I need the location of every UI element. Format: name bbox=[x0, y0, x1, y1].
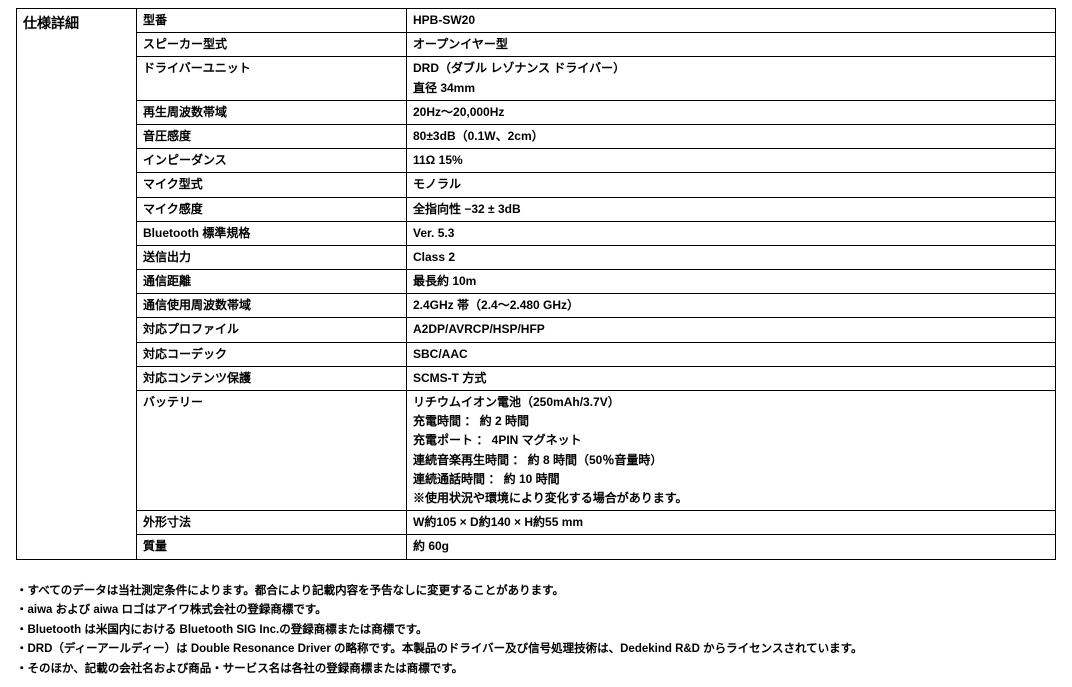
spec-value: SBC/AAC bbox=[407, 342, 1056, 366]
spec-row: 音圧感度 80±3dB（0.1W、2cm） bbox=[17, 124, 1056, 148]
spec-row: 対応コーデック SBC/AAC bbox=[17, 342, 1056, 366]
spec-value-line: モノラル bbox=[413, 175, 1049, 194]
spec-value-line: SBC/AAC bbox=[413, 345, 1049, 364]
spec-value-line: 全指向性 −32 ± 3dB bbox=[413, 200, 1049, 219]
spec-row: スピーカー型式オープンイヤー型 bbox=[17, 33, 1056, 57]
spec-label: スピーカー型式 bbox=[137, 33, 407, 57]
spec-label: 質量 bbox=[137, 535, 407, 559]
spec-value-line: 連続音楽再生時間 ： 約 8 時間（50％音量時） bbox=[413, 451, 1049, 470]
spec-row: 仕様詳細型番HPB-SW20 bbox=[17, 9, 1056, 33]
spec-row: 通信距離最長約 10m bbox=[17, 270, 1056, 294]
spec-label: 対応コーデック bbox=[137, 342, 407, 366]
spec-value-line: Ver. 5.3 bbox=[413, 224, 1049, 243]
spec-label: 型番 bbox=[137, 9, 407, 33]
spec-value: 20Hz～20,000Hz bbox=[407, 100, 1056, 124]
spec-value-line: ※使用状況や環境により変化する場合があります。 bbox=[413, 489, 1049, 508]
spec-label: マイク型式 bbox=[137, 173, 407, 197]
spec-row: 再生周波数帯域 20Hz～20,000Hz bbox=[17, 100, 1056, 124]
spec-label: バッテリー bbox=[137, 391, 407, 511]
spec-row: Bluetooth 標準規格 Ver. 5.3 bbox=[17, 221, 1056, 245]
footnote-line: ・aiwa および aiwa ロゴはアイワ株式会社の登録商標です。 bbox=[16, 601, 1056, 621]
spec-value: SCMS-T 方式 bbox=[407, 366, 1056, 390]
spec-label: 外形寸法 bbox=[137, 511, 407, 535]
spec-row: マイク感度全指向性 −32 ± 3dB bbox=[17, 197, 1056, 221]
footnote-line: ・Bluetooth は米国内における Bluetooth SIG Inc.の登… bbox=[16, 621, 1056, 641]
spec-value-line: 2.4GHz 帯（2.4～2.480 GHz） bbox=[413, 296, 1049, 315]
spec-value-line: オープンイヤー型 bbox=[413, 35, 1049, 54]
spec-value-line: 80±3dB（0.1W、2cm） bbox=[413, 127, 1049, 146]
spec-value-line: 最長約 10m bbox=[413, 272, 1049, 291]
spec-row: 対応プロファイル A2DP/AVRCP/HSP/HFP bbox=[17, 318, 1056, 342]
spec-value-line: W約105 × D約140 × H約55 mm bbox=[413, 513, 1049, 532]
spec-value: 約 60g bbox=[407, 535, 1056, 559]
spec-value-line: A2DP/AVRCP/HSP/HFP bbox=[413, 320, 1049, 339]
spec-row: バッテリーリチウムイオン電池（250mAh/3.7V）充電時間 ： 約 2 時間… bbox=[17, 391, 1056, 511]
spec-value-line: 20Hz～20,000Hz bbox=[413, 103, 1049, 122]
footnote-line: ・すべてのデータは当社測定条件によります。都合により記載内容を予告なしに変更する… bbox=[16, 582, 1056, 602]
spec-value-line: 連続通話時間 ： 約 10 時間 bbox=[413, 470, 1049, 489]
spec-value-line: 充電ポート ： 4PIN マグネット bbox=[413, 431, 1049, 450]
spec-value: 80±3dB（0.1W、2cm） bbox=[407, 124, 1056, 148]
spec-value: Class 2 bbox=[407, 245, 1056, 269]
footnote-line: ・そのほか、記載の会社名および商品・サービス名は各社の登録商標または商標です。 bbox=[16, 660, 1056, 680]
spec-value-line: 11Ω 15% bbox=[413, 151, 1049, 170]
spec-value: W約105 × D約140 × H約55 mm bbox=[407, 511, 1056, 535]
spec-value: HPB-SW20 bbox=[407, 9, 1056, 33]
spec-value: 最長約 10m bbox=[407, 270, 1056, 294]
spec-row: インピーダンス 11Ω 15% bbox=[17, 149, 1056, 173]
spec-label: 対応コンテンツ保護 bbox=[137, 366, 407, 390]
spec-value-line: Class 2 bbox=[413, 248, 1049, 267]
spec-label: Bluetooth 標準規格 bbox=[137, 221, 407, 245]
spec-value: リチウムイオン電池（250mAh/3.7V）充電時間 ： 約 2 時間充電ポート… bbox=[407, 391, 1056, 511]
spec-row: マイク型式モノラル bbox=[17, 173, 1056, 197]
spec-label: 通信距離 bbox=[137, 270, 407, 294]
spec-value-line: SCMS-T 方式 bbox=[413, 369, 1049, 388]
spec-label: 対応プロファイル bbox=[137, 318, 407, 342]
spec-row: 質量約 60g bbox=[17, 535, 1056, 559]
spec-row: 対応コンテンツ保護 SCMS-T 方式 bbox=[17, 366, 1056, 390]
spec-value-line: DRD（ダブル レゾナンス ドライバー） bbox=[413, 59, 1049, 78]
spec-value: 2.4GHz 帯（2.4～2.480 GHz） bbox=[407, 294, 1056, 318]
spec-label: 再生周波数帯域 bbox=[137, 100, 407, 124]
spec-row: ドライバーユニットDRD（ダブル レゾナンス ドライバー）直径 34mm bbox=[17, 57, 1056, 100]
spec-label: 音圧感度 bbox=[137, 124, 407, 148]
spec-value: 11Ω 15% bbox=[407, 149, 1056, 173]
spec-label: インピーダンス bbox=[137, 149, 407, 173]
spec-row: 送信出力 Class 2 bbox=[17, 245, 1056, 269]
spec-value-line: 直径 34mm bbox=[413, 79, 1049, 98]
spec-value-line: リチウムイオン電池（250mAh/3.7V） bbox=[413, 393, 1049, 412]
spec-table: 仕様詳細型番HPB-SW20スピーカー型式オープンイヤー型ドライバーユニットDR… bbox=[16, 8, 1056, 560]
spec-value: 全指向性 −32 ± 3dB bbox=[407, 197, 1056, 221]
spec-value: オープンイヤー型 bbox=[407, 33, 1056, 57]
spec-value-line: 約 60g bbox=[413, 537, 1049, 556]
spec-tbody: 仕様詳細型番HPB-SW20スピーカー型式オープンイヤー型ドライバーユニットDR… bbox=[17, 9, 1056, 560]
spec-value-line: HPB-SW20 bbox=[413, 11, 1049, 30]
spec-row: 外形寸法 W約105 × D約140 × H約55 mm bbox=[17, 511, 1056, 535]
spec-value: Ver. 5.3 bbox=[407, 221, 1056, 245]
spec-value: DRD（ダブル レゾナンス ドライバー）直径 34mm bbox=[407, 57, 1056, 100]
spec-value: A2DP/AVRCP/HSP/HFP bbox=[407, 318, 1056, 342]
footnotes: ・すべてのデータは当社測定条件によります。都合により記載内容を予告なしに変更する… bbox=[16, 582, 1056, 680]
spec-value: モノラル bbox=[407, 173, 1056, 197]
spec-label: マイク感度 bbox=[137, 197, 407, 221]
spec-row: 通信使用周波数帯域 2.4GHz 帯（2.4～2.480 GHz） bbox=[17, 294, 1056, 318]
spec-title: 仕様詳細 bbox=[17, 9, 137, 560]
spec-value-line: 充電時間 ： 約 2 時間 bbox=[413, 412, 1049, 431]
spec-label: ドライバーユニット bbox=[137, 57, 407, 100]
spec-label: 通信使用周波数帯域 bbox=[137, 294, 407, 318]
spec-label: 送信出力 bbox=[137, 245, 407, 269]
